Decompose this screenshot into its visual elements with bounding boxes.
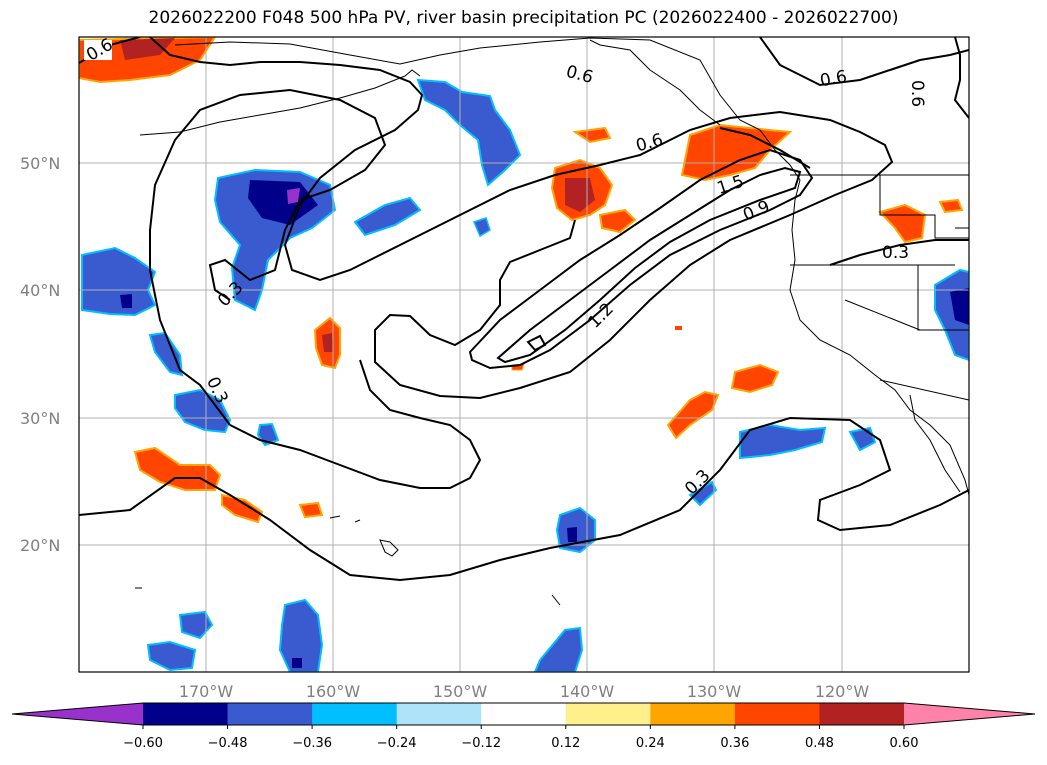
colorbar-extend-low <box>12 703 143 725</box>
graticule <box>79 37 969 672</box>
colorbar-tick-label: −0.12 <box>461 736 501 751</box>
colorbar-segment <box>819 703 905 725</box>
contour-label: 0.3 <box>882 243 909 263</box>
lon-label: 150°W <box>433 682 488 701</box>
colorbar-tick-label: −0.48 <box>208 736 248 751</box>
colorbar-segment <box>143 703 229 725</box>
colorbar-segment <box>734 703 820 725</box>
lon-label: 120°W <box>815 682 870 701</box>
colorbar-segment <box>565 703 651 725</box>
colorbar-tick-label: −0.36 <box>292 736 332 751</box>
lat-label: 40°N <box>20 281 60 300</box>
colorbar-tick-label: −0.24 <box>377 736 417 751</box>
lat-label: 50°N <box>20 154 60 173</box>
precip-shading <box>79 37 969 672</box>
lat-label: 30°N <box>20 409 60 428</box>
contour-label: 0.6 <box>907 80 927 107</box>
colorbar-segment <box>650 703 736 725</box>
map-title: 2026022200 F048 500 hPa PV, river basin … <box>148 8 899 28</box>
lat-label: 20°N <box>20 536 60 555</box>
colorbar-tick-label: −0.60 <box>123 736 163 751</box>
longitude-axis: 170°W 160°W 150°W 140°W 130°W 120°W <box>179 682 870 701</box>
map-area <box>79 37 969 672</box>
colorbar-tick-label: 0.60 <box>890 736 919 751</box>
colorbar-segment <box>227 703 313 725</box>
coastlines <box>135 37 969 606</box>
colorbar-tick-label: 0.36 <box>720 736 749 751</box>
colorbar-tick-label: 0.24 <box>636 736 665 751</box>
latitude-axis: 50°N 40°N 30°N 20°N <box>20 154 60 555</box>
map-frame <box>78 36 970 673</box>
colorbar-segment <box>312 703 398 725</box>
colorbar-tick-label: 0.48 <box>805 736 834 751</box>
lon-label: 140°W <box>560 682 615 701</box>
colorbar-segment <box>396 703 482 725</box>
lon-label: 160°W <box>306 682 361 701</box>
colorbar: −0.60 −0.48 −0.36 −0.24 −0.12 0.12 0.24 0.36 0.4… <box>11 702 1036 751</box>
colorbar-tick-label: 0.12 <box>551 736 580 751</box>
lon-label: 130°W <box>687 682 742 701</box>
lon-label: 170°W <box>179 682 234 701</box>
contour-label: 0.6 <box>818 67 848 91</box>
colorbar-segment <box>481 703 567 725</box>
colorbar-extend-high <box>904 703 1035 725</box>
